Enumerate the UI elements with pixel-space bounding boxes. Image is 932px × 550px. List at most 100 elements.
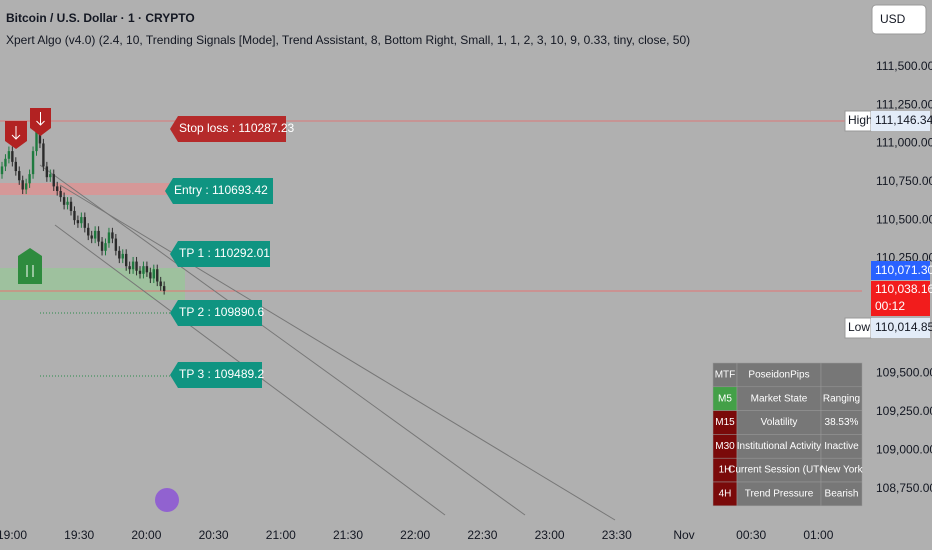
candle-body	[87, 227, 90, 236]
candle-body	[159, 281, 162, 287]
y-tick-label: 111,000.00	[876, 136, 932, 150]
signal-tag	[165, 178, 273, 204]
table-text: Bearish	[825, 489, 859, 500]
x-tick-label: 01:00	[803, 528, 833, 542]
candle-body	[90, 235, 93, 239]
currency-button[interactable]	[871, 4, 927, 35]
candle-body	[28, 174, 31, 184]
candle-body	[121, 253, 124, 259]
arrow-icon	[36, 112, 45, 126]
table-text: Market State	[751, 393, 808, 404]
table-text: Inactive	[824, 441, 859, 452]
table-text: Institutional Activity	[737, 441, 821, 452]
x-tick-label: 23:30	[602, 528, 632, 542]
candle-body	[24, 183, 28, 190]
candle-body	[97, 230, 100, 242]
signal-label: TP 2 : 109890.6	[179, 305, 265, 319]
table-cell	[820, 481, 863, 507]
info-table: MTF PoseidonPips M5 Market State Ranging M15 V…	[712, 362, 864, 507]
signal-tag	[170, 116, 286, 142]
symbol-title: Bitcoin / U.S. Dollar · 1 · CRYPTO	[6, 11, 195, 25]
x-tick-label: 21:30	[333, 528, 363, 542]
x-tick-label: Nov	[673, 528, 694, 542]
x-tick-label: 19:30	[64, 528, 94, 542]
signal-label: Stop loss : 110287.23	[179, 121, 295, 135]
trend-line	[39, 164, 526, 516]
candle-body	[142, 266, 145, 274]
candle-body	[7, 151, 11, 159]
candle-body	[128, 266, 131, 270]
candle-body	[80, 217, 83, 224]
table-text: 1H	[719, 465, 732, 476]
arrow-icon	[11, 126, 21, 140]
candle-body	[45, 166, 49, 178]
table-text: 4H	[719, 489, 732, 500]
table-text: M15	[715, 417, 735, 428]
candle-body	[18, 171, 21, 181]
x-tick-label: 21:00	[266, 528, 296, 542]
table-cell	[820, 362, 863, 388]
x-tick-label: 20:30	[199, 528, 229, 542]
candle-body	[138, 270, 142, 274]
x-tick-label: 23:00	[535, 528, 565, 542]
candle-body	[125, 253, 128, 267]
candle-body	[104, 243, 107, 251]
last-price-box	[871, 261, 930, 280]
candle-body	[11, 151, 14, 162]
table-text: Volatility	[761, 417, 798, 428]
y-tick-label: 109,500.00	[876, 366, 932, 380]
candles	[0, 121, 166, 295]
low-price-box	[871, 318, 930, 338]
currency-label[interactable]: USD	[880, 12, 906, 26]
y-tick-label: 111,500.00	[876, 59, 932, 73]
candle-body	[162, 286, 166, 291]
signal-label: TP 3 : 109489.2	[179, 367, 265, 381]
signal-label: TP 1 : 110292.01	[179, 246, 270, 260]
low-tag: Low	[848, 320, 870, 334]
y-tick-label: 108,750.00	[876, 481, 932, 495]
high-price-box	[871, 111, 930, 131]
price-axis: 111,500.00 111,250.00 111,000.00 110,750.00…	[876, 59, 932, 495]
signal-tag	[170, 300, 262, 326]
candle-body	[31, 151, 35, 175]
table-text: 38.53%	[825, 417, 859, 428]
table-text: New York	[820, 465, 863, 476]
candle-body	[42, 143, 45, 167]
last-price: 110,071.30	[875, 263, 932, 277]
candle-body	[52, 174, 55, 187]
time-axis: 19:00 19:30 20:00 20:30 21:00 21:30 22:00 22:30…	[0, 528, 834, 542]
signal-tag	[170, 241, 270, 267]
table-text: MTF	[715, 370, 736, 381]
low-price: 110,014.85	[875, 320, 932, 334]
candle-body	[145, 266, 149, 273]
candle-body	[118, 250, 121, 259]
candle-body	[83, 217, 86, 228]
current-price-box	[871, 281, 930, 316]
logo	[155, 488, 179, 512]
candle-body	[135, 261, 138, 271]
table-text: M30	[715, 441, 735, 452]
current-price: 110,038.16	[875, 282, 932, 296]
table-text: M5	[718, 393, 732, 404]
y-tick-label: 109,000.00	[876, 442, 932, 456]
trend-line	[59, 184, 616, 521]
signal-tag	[170, 362, 262, 388]
candle-body	[156, 269, 159, 282]
y-tick-label: 109,250.00	[876, 404, 932, 418]
x-tick-label: 22:00	[400, 528, 430, 542]
candle-body	[49, 174, 52, 178]
candle-body	[114, 238, 118, 251]
candle-body	[14, 161, 17, 172]
x-tick-label: 22:30	[467, 528, 497, 542]
candle-body	[56, 186, 59, 192]
entry-zone	[0, 183, 170, 195]
candle-body	[100, 241, 104, 251]
indicator-label: Xpert Algo (v4.0) (2.4, 10, Trending Sig…	[6, 33, 690, 47]
y-tick-label: 111,250.00	[876, 97, 932, 111]
x-tick-label: 19:00	[0, 528, 27, 542]
high-tag: High	[848, 113, 873, 127]
candle-body	[73, 210, 76, 221]
y-tick-label: 110,750.00	[876, 174, 932, 188]
countdown: 00:12	[875, 299, 905, 313]
